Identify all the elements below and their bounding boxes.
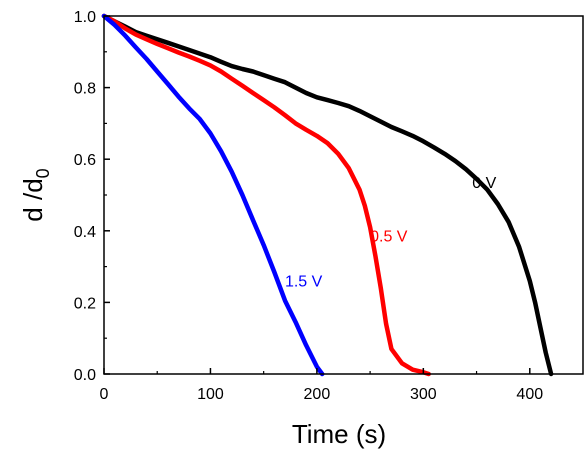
y-tick-label: 1.0 [74, 9, 96, 26]
x-tick-label: 300 [410, 386, 437, 403]
plot-frame [103, 15, 584, 375]
series-label-1: 0.5 V [370, 229, 408, 246]
x-axis-title: Time (s) [292, 419, 386, 449]
y-tick-label: 0.4 [74, 224, 96, 241]
y-axis-title-subscript: 0 [33, 168, 53, 178]
series-line-0 [101, 13, 554, 377]
y-tick-label: 0.6 [74, 152, 96, 169]
x-tick-label: 200 [304, 386, 331, 403]
x-tick-label: 100 [197, 386, 224, 403]
y-axis-title: d /d0 [18, 168, 53, 221]
series-label-0: 0 V [472, 175, 496, 192]
x-tick-label: 400 [516, 386, 543, 403]
series-line-1 [101, 13, 431, 377]
y-tick-label: 0.8 [74, 81, 96, 98]
y-tick-label: 0.0 [74, 367, 96, 384]
x-tick-label: 0 [100, 386, 109, 403]
series-label-2: 1.5 V [285, 273, 323, 290]
series-line-2 [101, 13, 325, 377]
y-axis-title-main: d /d [18, 178, 48, 221]
y-tick-label: 0.2 [74, 295, 96, 312]
